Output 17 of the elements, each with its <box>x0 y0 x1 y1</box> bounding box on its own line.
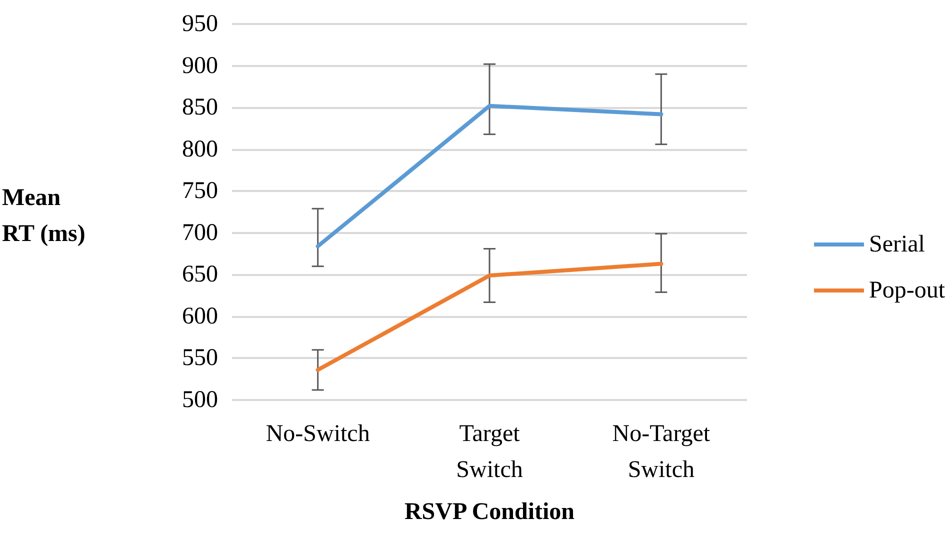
y-tick-label: 550 <box>182 345 218 372</box>
y-tick-label: 850 <box>182 94 218 121</box>
y-tick-label: 900 <box>182 52 218 79</box>
legend-label: Serial <box>868 232 926 258</box>
y-tick-label: 750 <box>182 178 218 204</box>
y-tick-label: 800 <box>182 136 218 162</box>
y-tick-label: 500 <box>182 387 218 413</box>
x-tick-label: Target Switch <box>456 421 523 483</box>
y-tick-label: 650 <box>182 262 218 288</box>
y-tick-label: 700 <box>182 220 218 246</box>
legend-label: Pop-out <box>868 278 946 304</box>
y-axis-title: Mean RT (ms) <box>2 185 86 247</box>
x-axis-title: RSVP Condition <box>404 499 575 525</box>
y-tick-label: 950 <box>182 11 218 37</box>
x-tick-label: No-Switch <box>266 421 370 447</box>
y-tick-label: 600 <box>182 303 218 330</box>
x-tick-label: No-Target Switch <box>612 421 710 483</box>
